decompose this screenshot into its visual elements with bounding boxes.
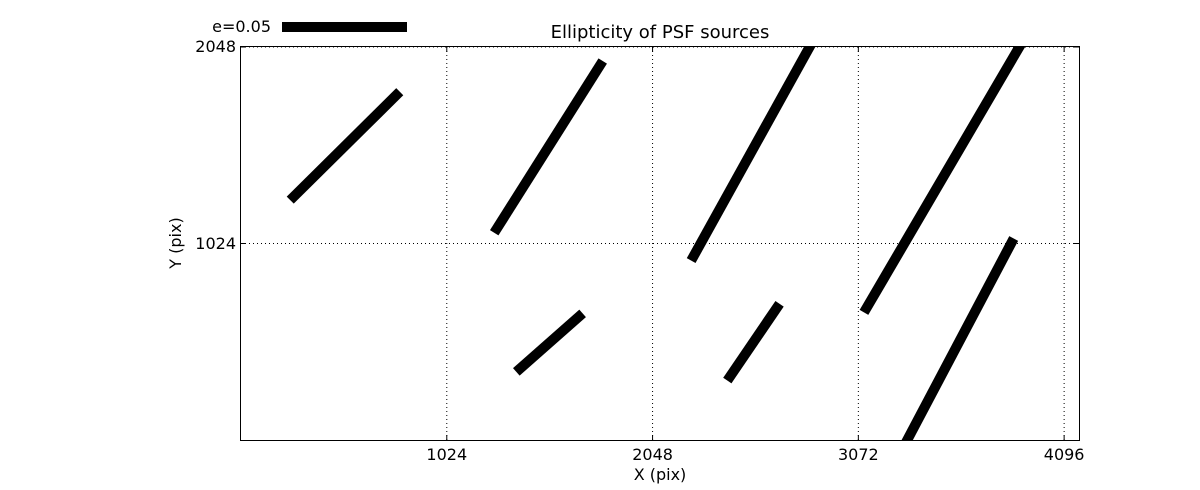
ellipticity-whisker [723, 300, 784, 384]
x-axis-label: X (pix) [633, 465, 687, 484]
chart-title: Ellipticity of PSF sources [550, 22, 770, 43]
x-tick-label: 3072 [837, 445, 879, 464]
whisker-plot-canvas [241, 47, 1079, 440]
ellipticity-whisker [513, 309, 586, 376]
ellipticity-whisker [686, 47, 816, 264]
legend-label: e=0.05 [212, 17, 271, 36]
y-tick-label: 1024 [195, 233, 236, 253]
ellipticity-whisker [901, 236, 1019, 440]
ellipticity-whisker [286, 88, 404, 204]
x-tick-label: 2048 [632, 445, 673, 464]
plot-area [240, 46, 1080, 441]
x-tick-label: 1024 [426, 445, 468, 464]
y-tick-label: 2048 [195, 37, 236, 56]
ellipticity-whisker [859, 47, 1026, 315]
x-tick-label: 4096 [1043, 445, 1085, 464]
ellipticity-whisker [489, 58, 607, 236]
legend-ellipticity-scale-bar [282, 22, 407, 32]
